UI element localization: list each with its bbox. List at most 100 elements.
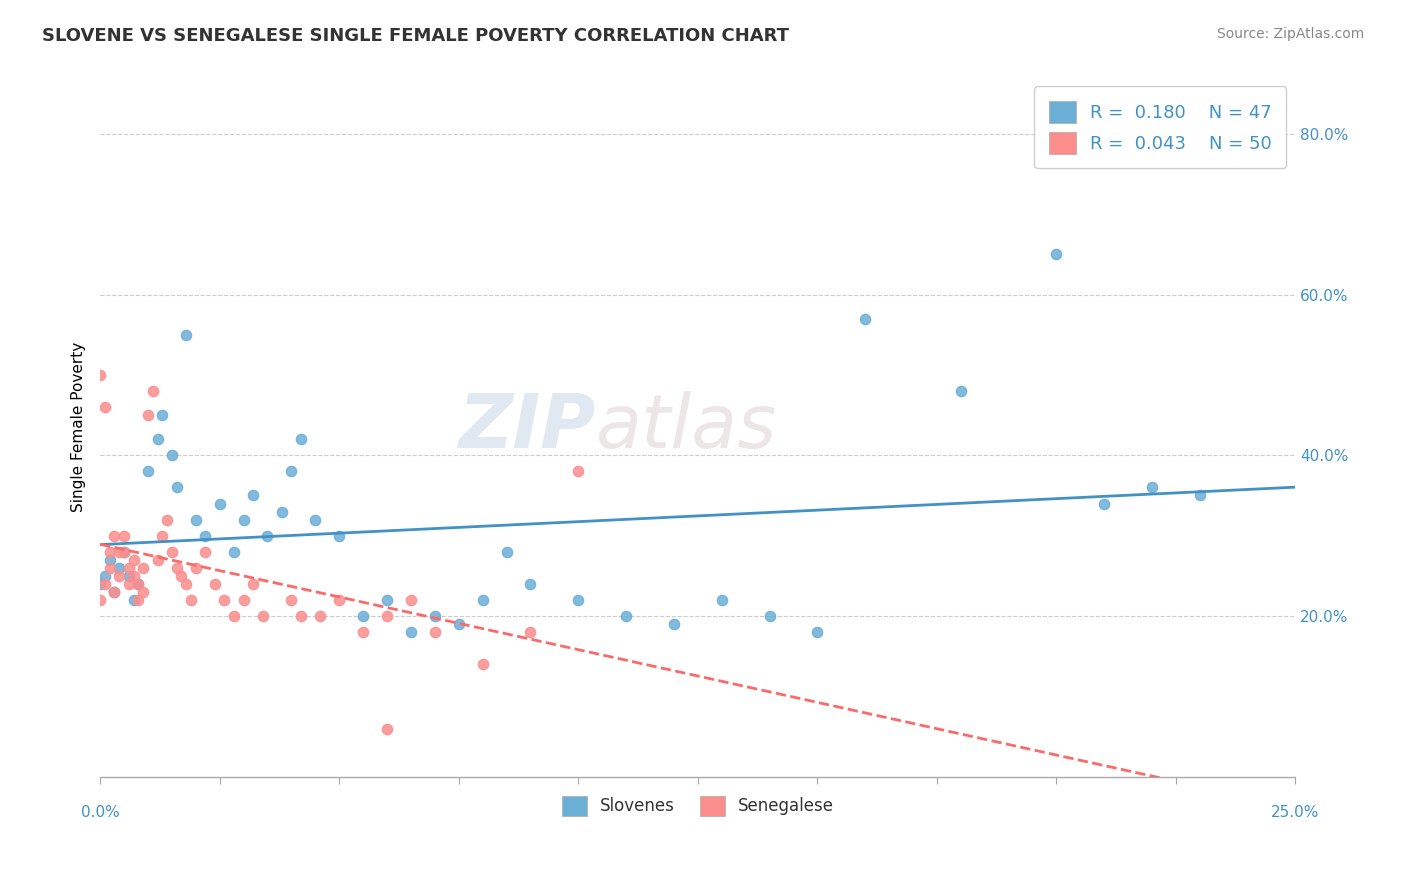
Point [758,609,780,624]
Point [304,513,326,527]
Point [94,577,117,591]
Point [112,545,135,559]
Point [132,585,155,599]
Point [122,593,145,607]
Point [160,448,183,462]
Point [949,384,972,398]
Point [222,545,245,559]
Point [242,488,264,502]
Point [112,529,135,543]
Point [89,577,111,591]
Point [108,569,131,583]
Point [180,593,202,607]
Point [328,593,350,607]
Point [160,545,183,559]
Point [118,569,141,583]
Point [352,609,374,624]
Point [290,609,312,624]
Text: Source: ZipAtlas.com: Source: ZipAtlas.com [1216,27,1364,41]
Point [89,593,111,607]
Point [1140,480,1163,494]
Point [519,625,541,640]
Point [375,609,398,624]
Point [94,569,117,583]
Point [98,553,121,567]
Point [399,593,422,607]
Point [112,545,135,559]
Point [309,609,332,624]
Point [150,408,173,422]
Point [290,432,312,446]
Point [166,561,188,575]
Point [806,625,828,640]
Point [222,609,245,624]
Point [166,480,188,494]
Point [174,327,197,342]
Point [194,545,217,559]
Text: 0.0%: 0.0% [80,805,120,820]
Text: atlas: atlas [596,392,778,463]
Point [1188,488,1211,502]
Point [614,609,637,624]
Point [471,593,494,607]
Point [232,593,254,607]
Point [256,529,278,543]
Point [399,625,422,640]
Point [208,496,231,510]
Point [127,593,149,607]
Point [567,464,589,478]
Point [146,432,169,446]
Point [94,400,117,414]
Point [232,513,254,527]
Point [214,593,236,607]
Point [204,577,226,591]
Point [1092,496,1115,510]
Point [174,577,197,591]
Text: ZIP: ZIP [458,391,596,464]
Point [328,529,350,543]
Point [447,617,470,632]
Legend: Slovenes, Senegalese: Slovenes, Senegalese [553,788,842,824]
Point [184,513,207,527]
Point [136,464,159,478]
Point [103,585,125,599]
Point [98,545,121,559]
Point [103,585,125,599]
Point [495,545,517,559]
Point [567,593,589,607]
Point [98,561,121,575]
Point [423,625,446,640]
Point [242,577,264,591]
Point [471,657,494,672]
Point [662,617,685,632]
Point [1045,247,1067,261]
Point [122,569,145,583]
Point [156,513,179,527]
Point [519,577,541,591]
Point [710,593,733,607]
Point [127,577,149,591]
Point [375,593,398,607]
Point [108,561,131,575]
Point [118,577,141,591]
Point [184,561,207,575]
Point [89,368,111,382]
Point [146,553,169,567]
Point [142,384,165,398]
Point [194,529,217,543]
Point [127,577,149,591]
Point [375,722,398,736]
Point [103,529,125,543]
Point [423,609,446,624]
Text: 25.0%: 25.0% [1271,805,1320,820]
Point [853,311,876,326]
Point [252,609,274,624]
Point [118,561,141,575]
Point [122,553,145,567]
Text: SLOVENE VS SENEGALESE SINGLE FEMALE POVERTY CORRELATION CHART: SLOVENE VS SENEGALESE SINGLE FEMALE POVE… [42,27,789,45]
Point [132,561,155,575]
Y-axis label: Single Female Poverty: Single Female Poverty [72,342,86,512]
Point [108,545,131,559]
Point [352,625,374,640]
Point [136,408,159,422]
